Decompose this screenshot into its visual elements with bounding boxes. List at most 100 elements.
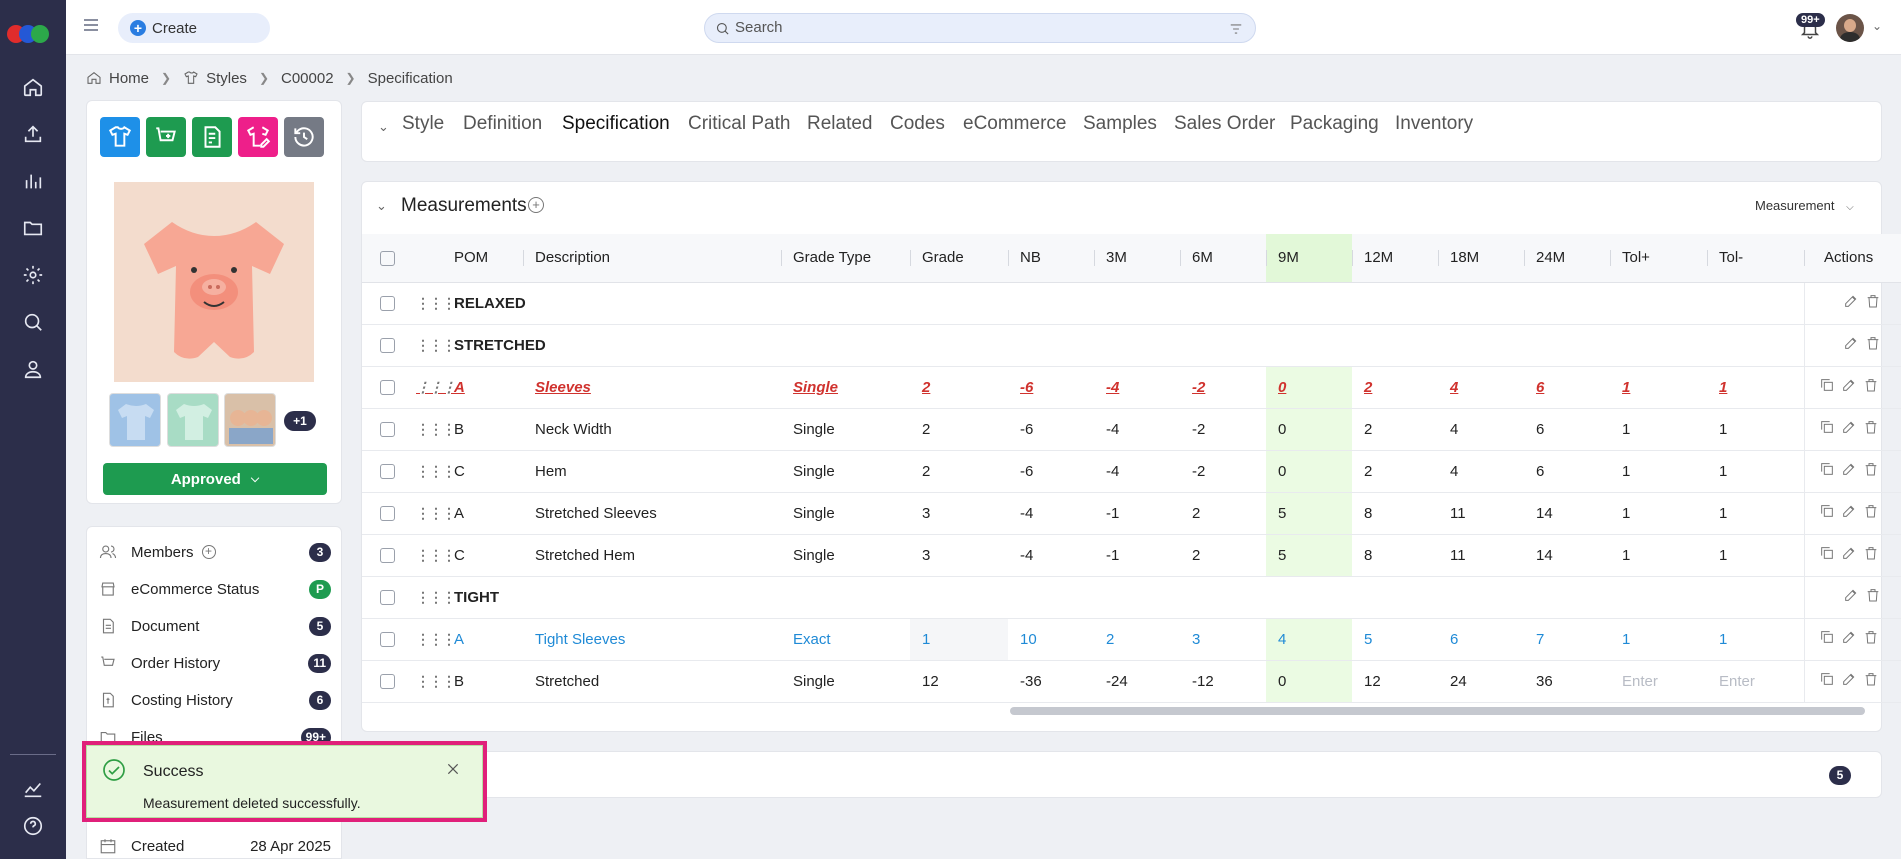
search-input[interactable] (735, 19, 1215, 36)
table-cell[interactable]: 5 (1266, 534, 1352, 577)
table-cell[interactable]: Stretched Hem (523, 534, 781, 577)
table-cell[interactable]: 2 (1180, 534, 1266, 577)
copy-icon[interactable] (1819, 377, 1835, 393)
table-cell[interactable]: 1 (1610, 408, 1707, 451)
table-cell[interactable]: A (442, 492, 523, 535)
table-cell[interactable]: 4 (1266, 618, 1352, 661)
table-cell[interactable]: Stretched Sleeves (523, 492, 781, 535)
table-cell[interactable]: -4 (1008, 534, 1094, 577)
table-cell[interactable]: Hem (523, 450, 781, 493)
copy-icon[interactable] (1819, 629, 1835, 645)
table-cell[interactable]: 24 (1438, 660, 1524, 703)
table-cell[interactable]: -12 (1180, 660, 1266, 703)
product-image[interactable] (114, 182, 314, 382)
table-cell[interactable]: 1 (1707, 492, 1804, 535)
table-cell[interactable]: -4 (1094, 366, 1180, 409)
table-cell[interactable]: 6 (1524, 366, 1610, 409)
column-header[interactable]: 12M (1352, 234, 1438, 283)
drag-handle-icon[interactable]: ⋮⋮⋮ (416, 378, 456, 395)
search-icon[interactable] (19, 308, 47, 336)
table-cell[interactable]: 6 (1524, 450, 1610, 493)
table-row[interactable]: ⋮⋮⋮ A Sleeves Single 2 -6 -4 -2 0 2 4 6 1 1 (362, 366, 1901, 409)
table-cell[interactable]: Single (781, 408, 910, 451)
column-header[interactable]: Tol+ (1610, 234, 1707, 283)
table-cell[interactable]: -4 (1008, 492, 1094, 535)
table-cell[interactable]: 1 (1610, 492, 1707, 535)
table-cell[interactable]: Exact (781, 618, 910, 661)
delete-icon[interactable] (1865, 587, 1881, 603)
table-cell[interactable]: 6 (1524, 408, 1610, 451)
table-cell[interactable]: 4 (1438, 408, 1524, 451)
table-cell[interactable]: 2 (910, 450, 1008, 493)
thumbnail-image[interactable] (167, 393, 219, 447)
folder-icon[interactable] (19, 214, 47, 242)
table-cell[interactable]: 7 (1524, 618, 1610, 661)
column-header[interactable]: 9M (1266, 234, 1352, 283)
table-row[interactable]: ⋮⋮⋮ B Stretched Single 12 -36 -24 -12 0 12 24 36 Ent… (362, 660, 1901, 703)
table-cell[interactable]: 2 (910, 366, 1008, 409)
costing-icon[interactable] (192, 117, 232, 157)
delete-icon[interactable] (1865, 335, 1881, 351)
tab-sales-order[interactable]: Sales Order (1174, 113, 1276, 134)
tab-critical-path[interactable]: Critical Path (688, 113, 791, 134)
table-cell[interactable]: Neck Width (523, 408, 781, 451)
delete-icon[interactable] (1863, 461, 1879, 477)
table-cell[interactable]: 3 (910, 534, 1008, 577)
table-cell[interactable]: B (442, 660, 523, 703)
drag-handle-icon[interactable]: ⋮⋮⋮ (416, 546, 456, 563)
column-header[interactable]: 24M (1524, 234, 1610, 283)
table-cell[interactable]: 3 (910, 492, 1008, 535)
add-measurement-icon[interactable]: + (528, 197, 544, 213)
table-row[interactable]: ⋮⋮⋮ A Stretched Sleeves Single 3 -4 -1 2 5 8 11 14 1… (362, 492, 1901, 535)
view-dropdown[interactable]: Measurement ⌵ (1755, 198, 1854, 213)
tab-definition[interactable]: Definition (463, 113, 543, 134)
table-cell[interactable]: Single (781, 366, 910, 409)
table-cell[interactable]: Enter (1707, 660, 1804, 703)
filter-icon[interactable] (1229, 22, 1243, 36)
drag-handle-icon[interactable]: ⋮⋮⋮ (416, 336, 456, 353)
table-cell[interactable]: 2 (1180, 492, 1266, 535)
column-header[interactable]: 18M (1438, 234, 1524, 283)
table-cell[interactable]: Single (781, 534, 910, 577)
table-cell[interactable]: 1 (1707, 366, 1804, 409)
table-cell[interactable]: 1 (1707, 534, 1804, 577)
row-checkbox[interactable] (380, 338, 395, 354)
tab-samples[interactable]: Samples (1083, 113, 1157, 134)
edit-icon[interactable] (1841, 419, 1857, 435)
breadcrumb-style-code[interactable]: C00002 (281, 69, 334, 87)
tab-codes[interactable]: Codes (890, 113, 945, 134)
delete-icon[interactable] (1865, 293, 1881, 309)
table-cell[interactable]: A (442, 618, 523, 661)
order-history-row[interactable]: Order History 11 (99, 650, 331, 676)
table-cell[interactable]: C (442, 534, 523, 577)
table-cell[interactable]: 5 (1352, 618, 1438, 661)
table-cell[interactable]: 3 (1180, 618, 1266, 661)
row-checkbox[interactable] (380, 548, 395, 564)
table-cell[interactable]: -36 (1008, 660, 1094, 703)
members-row[interactable]: Members + 3 (99, 539, 331, 565)
costing-history-row[interactable]: Costing History 6 (99, 687, 331, 713)
table-cell[interactable]: 1 (910, 618, 1008, 661)
table-cell[interactable]: B (442, 408, 523, 451)
copy-icon[interactable] (1819, 545, 1835, 561)
column-header[interactable]: NB (1008, 234, 1094, 283)
table-cell[interactable]: 36 (1524, 660, 1610, 703)
shirt-icon[interactable] (100, 117, 140, 157)
document-row[interactable]: Document 5 (99, 613, 331, 639)
table-cell[interactable]: 12 (910, 660, 1008, 703)
table-cell[interactable]: -2 (1180, 408, 1266, 451)
add-member-icon[interactable]: + (201, 545, 216, 559)
row-checkbox[interactable] (380, 380, 395, 396)
table-cell[interactable]: 1 (1707, 450, 1804, 493)
table-cell[interactable]: 2 (1352, 366, 1438, 409)
column-header[interactable]: Grade Type (781, 234, 910, 283)
drag-handle-icon[interactable]: ⋮⋮⋮ (416, 294, 456, 311)
delete-icon[interactable] (1863, 545, 1879, 561)
table-cell[interactable]: -24 (1094, 660, 1180, 703)
more-images-badge[interactable]: +1 (284, 411, 316, 431)
row-checkbox[interactable] (380, 464, 395, 480)
collapse-chevron-icon[interactable]: ⌄ (378, 119, 389, 134)
thumbnail-image[interactable] (109, 393, 161, 447)
column-header[interactable]: Grade (910, 234, 1008, 283)
table-cell[interactable]: -1 (1094, 534, 1180, 577)
